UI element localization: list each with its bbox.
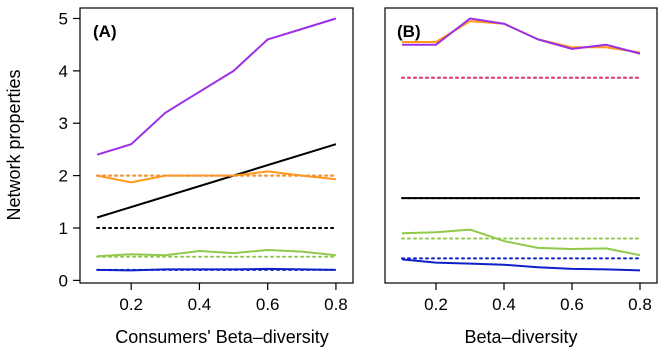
panel-a-series-line-0 [96, 17, 337, 156]
panel-a-y-tick-label-0: 0 [59, 271, 68, 290]
panel-b-x-tick-label-0: 0.2 [424, 295, 448, 314]
panel-a-label: (A) [93, 22, 117, 41]
panel-a-x-tick-label-2: 0.6 [256, 295, 280, 314]
panel-a-x-tick-label-0: 0.2 [119, 295, 143, 314]
panel-b-series-line-6 [401, 228, 641, 257]
y-axis-title: Network properties [4, 69, 24, 220]
panel-b-x-tick-label-1: 0.4 [492, 295, 516, 314]
panel-a-series-line-3 [97, 249, 337, 258]
panel-b-x-axis-title: Beta–diversity [464, 327, 577, 347]
panel-a-x-tick-label-1: 0.4 [188, 295, 212, 314]
panel-a-y-tick-label-5: 5 [59, 9, 68, 28]
panel-a-frame [79, 7, 354, 284]
panel-b-x-tick-label-2: 0.6 [560, 295, 584, 314]
panel-a: (A) 0.2 0.4 0.6 0.8 0 1 2 3 4 5 Consumers' Beta–d… [59, 7, 354, 347]
panel-a-y-tick-label-4: 4 [59, 62, 68, 81]
panel-b-frame [384, 7, 658, 284]
panel-b-series-line-9 [401, 258, 641, 272]
panel-b-x-tick-label-3: 0.8 [628, 295, 652, 314]
panel-a-y-tick-label-3: 3 [59, 114, 68, 133]
panel-a-y-tick-label-1: 1 [59, 219, 68, 238]
panel-b: (B) 0.2 0.4 0.6 0.8 Beta–diversity [384, 7, 658, 347]
panel-a-series-line-1 [96, 143, 337, 219]
panel-b-series-line-1 [402, 17, 641, 55]
panel-a-x-tick-label-3: 0.8 [324, 295, 348, 314]
panel-a-x-axis-title: Consumers' Beta–diversity [115, 327, 329, 347]
panel-a-y-tick-label-2: 2 [59, 167, 68, 186]
panel-b-series-line-0 [402, 20, 641, 54]
panel-b-label: (B) [397, 22, 421, 41]
